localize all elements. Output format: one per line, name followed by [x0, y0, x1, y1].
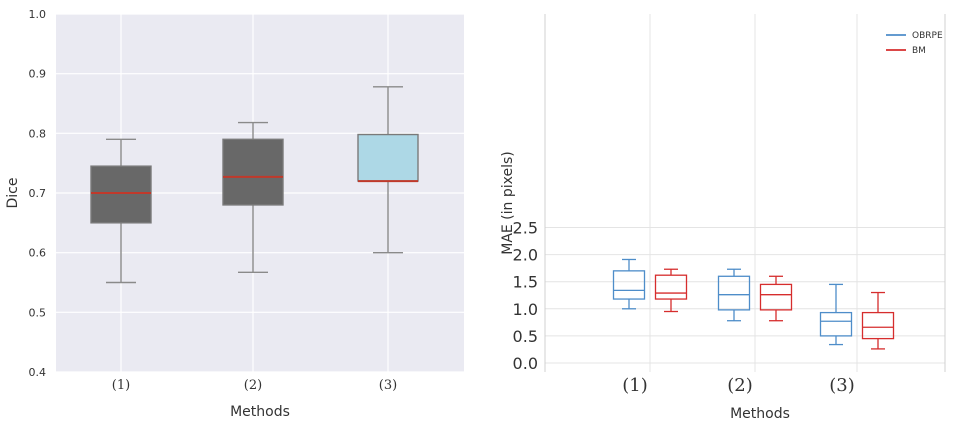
mae-x-tick-label: (3) — [829, 375, 855, 396]
dice-y-tick-label: 0.5 — [29, 306, 47, 319]
mae-boxes — [612, 258, 895, 350]
mae-y-tick-label: 1.0 — [513, 300, 538, 319]
dice-box-3 — [357, 86, 419, 254]
mae-chart: 0.0 0.5 1.0 1.5 2.0 2.5 (1) (2) (3) MAE (in pix… — [500, 14, 946, 422]
dice-x-tick-label: (3) — [379, 378, 397, 393]
mae-box-body — [759, 283, 793, 311]
mae-box-obrpe-3 — [819, 283, 853, 346]
mae-legend-label-bm: BM — [912, 46, 926, 56]
dice-box-body — [357, 133, 419, 182]
dice-box-body — [222, 138, 284, 206]
dice-y-tick-label: 0.9 — [29, 68, 47, 81]
mae-y-tick-label: 0.5 — [513, 327, 538, 346]
dice-y-tick-label: 0.6 — [29, 247, 47, 260]
mae-legend: OBRPE BM — [886, 31, 943, 56]
mae-y-tick-label: 2.0 — [513, 246, 538, 265]
mae-x-axis-label: Methods — [730, 406, 790, 422]
mae-box-obrpe-2 — [717, 268, 751, 322]
mae-x-ticks: (1) (2) (3) — [622, 375, 855, 396]
dice-y-tick-label: 0.4 — [29, 366, 47, 379]
mae-box-body — [717, 275, 751, 311]
dice-chart: 0.4 0.5 0.6 0.7 0.8 0.9 1.0 (1) (2) (3) Dice Met… — [5, 8, 464, 420]
mae-box-body — [861, 311, 895, 340]
mae-y-ticks: 0.0 0.5 1.0 1.5 2.0 2.5 — [513, 219, 538, 374]
dice-y-tick-label: 1.0 — [29, 8, 47, 21]
mae-box-body — [819, 311, 853, 337]
dice-box-2 — [222, 121, 284, 274]
dice-x-tick-label: (1) — [112, 378, 130, 393]
dice-box-body — [90, 165, 152, 224]
mae-y-tick-label: 0.0 — [513, 354, 538, 373]
dice-y-tick-label: 0.7 — [29, 187, 47, 200]
dice-y-tick-label: 0.8 — [29, 127, 47, 140]
mae-box-obrpe-1 — [612, 258, 646, 310]
dice-box-1 — [90, 138, 152, 284]
dice-x-axis-label: Methods — [230, 404, 290, 420]
dice-boxes — [90, 86, 419, 284]
dice-x-ticks: (1) (2) (3) — [112, 378, 397, 393]
mae-y-tick-label: 1.5 — [513, 273, 538, 292]
dice-x-tick-label: (2) — [244, 378, 262, 393]
mae-x-tick-label: (2) — [727, 375, 753, 396]
mae-box-bm-1 — [654, 268, 688, 313]
mae-box-bm-3 — [861, 291, 895, 350]
mae-gridlines — [544, 14, 946, 372]
mae-box-body — [654, 274, 688, 300]
mae-y-axis-label: MAE (in pixels) — [500, 151, 516, 255]
mae-box-body — [612, 270, 646, 300]
dice-y-axis-label: Dice — [5, 178, 21, 209]
dice-y-ticks: 0.4 0.5 0.6 0.7 0.8 0.9 1.0 — [29, 8, 47, 379]
mae-box-bm-2 — [759, 275, 793, 322]
mae-y-tick-label: 2.5 — [513, 219, 538, 238]
mae-legend-label-obrpe: OBRPE — [912, 31, 943, 41]
mae-x-tick-label: (1) — [622, 375, 648, 396]
